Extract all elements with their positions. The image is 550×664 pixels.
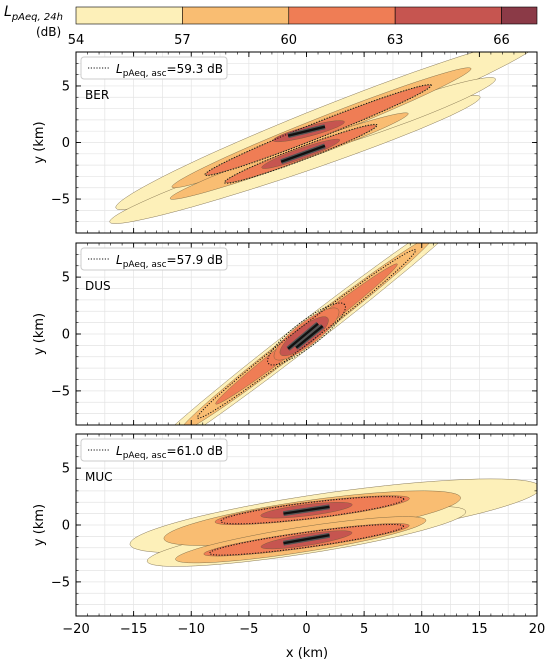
ticks (75, 243, 538, 425)
y-axis-label: y (km) (32, 504, 47, 546)
legend-symbol: L (116, 444, 123, 458)
y-tick-label: −5 (51, 575, 70, 590)
panel-label: DUS (85, 279, 111, 293)
legend-label: LpAeq, asc=57.9 dB (116, 253, 223, 270)
y-tick-label: 5 (62, 271, 70, 286)
contours (129, 478, 537, 567)
y-tick-label: 5 (62, 79, 70, 94)
y-tick-label: −5 (51, 384, 70, 399)
asc-contour (267, 302, 346, 366)
x-tick-label: −10 (178, 622, 205, 637)
legend-box (80, 56, 228, 80)
x-axis-label: x (km) (286, 646, 328, 661)
legend-symbol: L (116, 253, 123, 267)
contours (174, 243, 439, 425)
legend-value: =59.3 dB (167, 62, 223, 76)
colorbar-tick-label: 66 (493, 33, 510, 48)
legend-subscript: pAeq, asc (123, 260, 167, 270)
colorbar-label-main: L (4, 4, 12, 20)
y-axis-label: y (km) (32, 313, 47, 355)
ticks (75, 434, 538, 616)
asc-contour (223, 123, 378, 184)
colorbar-tick-label: 63 (387, 33, 404, 48)
x-tick-label: −15 (120, 622, 147, 637)
y-tick-label: 0 (62, 519, 70, 534)
runway-centerline (283, 534, 330, 545)
y-tick-label: 5 (62, 462, 70, 477)
ticks (75, 52, 538, 233)
legend-subscript: pAeq, asc (123, 451, 167, 461)
colorbar-tick-label: 60 (280, 33, 297, 48)
x-tick-label: 5 (360, 622, 368, 637)
panel-ber: 5 0 −5 y (km) BER LpAeq, asc=59.3 dB (32, 51, 538, 234)
legend: LpAeq, asc=59.3 dB (80, 56, 228, 80)
colorbar-segment (394, 6, 502, 25)
panel-label: BER (85, 88, 109, 102)
y-tick-label: 0 (62, 328, 70, 343)
legend-box (80, 438, 228, 462)
x-tick-label: −5 (239, 622, 258, 637)
legend-label: LpAeq, asc=61.0 dB (116, 444, 223, 461)
x-tick-label: 20 (529, 622, 546, 637)
x-tick-label: 10 (413, 622, 430, 637)
colorbar: 54 57 60 63 66 (68, 6, 538, 48)
x-tick-label: 0 (302, 622, 310, 637)
colorbar-label: LpAeq, 24h (4, 4, 63, 23)
asc-contour (197, 249, 416, 419)
runway-centerline (280, 144, 326, 163)
legend: LpAeq, asc=57.9 dB (80, 247, 228, 271)
colorbar-tick-label: 54 (68, 33, 85, 48)
panel-label: MUC (85, 470, 113, 484)
legend-label: LpAeq, asc=59.3 dB (116, 62, 223, 79)
legend-box (80, 247, 228, 271)
y-axis-label: y (km) (32, 121, 47, 163)
colorbar-label-sub: pAeq, 24h (11, 12, 63, 23)
y-tick-label: −5 (51, 193, 70, 208)
panel-dus: 5 0 −5 y (km) DUS LpAeq, asc=57.9 dB (32, 242, 538, 426)
legend-symbol: L (116, 62, 123, 76)
runway-centerline (287, 125, 326, 137)
x-tick-label: −20 (62, 622, 89, 637)
colorbar-segment (288, 6, 396, 25)
colorbar-segment (75, 6, 183, 25)
runway-centerline (283, 505, 330, 515)
legend-value: =61.0 dB (167, 444, 223, 458)
asc-contour (208, 524, 405, 556)
runway-centerline (287, 322, 319, 350)
legend-value: =57.9 dB (167, 253, 223, 267)
asc-contour (204, 84, 432, 177)
colorbar-unit: (dB) (36, 25, 61, 39)
colorbar-segment (501, 6, 538, 25)
runway-centerline (295, 325, 324, 349)
y-tick-label: 0 (62, 136, 70, 151)
legend-subscript: pAeq, asc (123, 69, 167, 79)
colorbar-segment (182, 6, 290, 25)
contours (109, 52, 529, 224)
legend: LpAeq, asc=61.0 dB (80, 438, 228, 462)
colorbar-tick-label: 57 (174, 33, 191, 48)
x-tick-label: 15 (471, 622, 488, 637)
